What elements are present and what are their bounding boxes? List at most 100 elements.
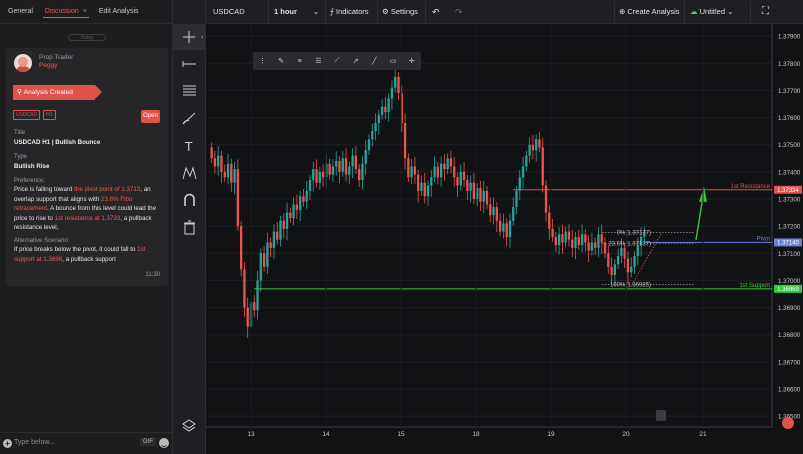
create-analysis-button[interactable]: ⊕ Create Analysis [619, 0, 679, 24]
level-label: 1st Resistance [731, 184, 771, 190]
drag-handle-icon[interactable]: ⋮ [258, 58, 266, 65]
candle-body [230, 163, 233, 183]
projection-arrow [695, 196, 704, 240]
emoji-icon[interactable] [159, 438, 169, 448]
candle-body [371, 131, 374, 140]
message-input[interactable]: Type below... [14, 439, 55, 446]
alternative-label: Alternative Scenario: [14, 238, 70, 244]
date-separator: Today [68, 34, 106, 41]
indicators-button[interactable]: ⨍ Indicators [330, 0, 369, 24]
candle-body [623, 247, 626, 259]
avatar[interactable] [14, 54, 32, 72]
type-value: Bullish Rise [14, 163, 50, 170]
open-button[interactable]: Open [141, 110, 160, 123]
trend-icon[interactable]: ⟋ [334, 57, 340, 64]
settings-button[interactable]: ⚙ Settings [382, 0, 418, 24]
banner-label: Analysis Created [23, 89, 73, 96]
title-value: USDCAD H1 | Bullish Bounce [14, 139, 101, 146]
candle-body [561, 234, 564, 243]
y-tick-label: 1.37800 [778, 61, 801, 68]
pen-icon[interactable]: ✎ [278, 58, 284, 65]
candle-body [348, 166, 351, 175]
fullscreen-icon[interactable]: ⛶ [762, 6, 769, 17]
user-name[interactable]: Peggy [39, 62, 58, 69]
candle-body [233, 169, 236, 183]
candle-body [551, 228, 554, 237]
magnet-icon[interactable] [173, 187, 206, 213]
price-tag-label: 1.37334 [777, 188, 799, 194]
candle-body [594, 242, 597, 248]
candle-body [262, 253, 266, 267]
chart-canvas[interactable]: 1.37900 1.37800 1.37700 1.37600 1.37500 1.374… [206, 24, 803, 454]
candle-body [472, 182, 476, 199]
crosshair-icon[interactable]: › [173, 24, 206, 50]
crosshair-icon[interactable]: ✛ [408, 58, 415, 65]
pattern-icon[interactable] [173, 160, 206, 186]
candle-body [220, 155, 223, 172]
fib-retracement-icon[interactable] [173, 78, 206, 104]
candle-body [557, 234, 561, 246]
y-tick-label: 1.37000 [778, 278, 801, 285]
line-tool-icon[interactable]: ╱ [372, 58, 377, 65]
candle-body [482, 190, 485, 202]
candle-body [413, 166, 417, 175]
candle-body [456, 177, 459, 186]
price-tag [774, 238, 802, 247]
tab-discussion[interactable]: Discussion × [42, 6, 89, 18]
candle-body [341, 158, 344, 172]
candle-body [338, 161, 341, 172]
candle-body [607, 253, 610, 267]
tab-edit-analysis[interactable]: Edit Analysis [98, 8, 139, 15]
candle-body [384, 106, 387, 113]
candle-body [525, 155, 528, 167]
redo-icon[interactable]: ↷ [455, 7, 463, 17]
fib-icon[interactable]: ☰ [315, 58, 322, 65]
add-attachment-icon[interactable]: + [3, 439, 12, 448]
candle-body [236, 169, 240, 227]
candle-body [512, 207, 515, 221]
candle-body [259, 253, 262, 281]
layout-selector[interactable]: ☁ Untitled ⌄ [690, 0, 733, 24]
chevron-down-icon[interactable]: ⌄ [313, 7, 320, 16]
close-icon[interactable]: × [82, 7, 87, 15]
y-tick-label: 1.36500 [778, 414, 801, 421]
trash-icon[interactable] [173, 214, 206, 240]
price-tag-label: 1.37140 [777, 241, 799, 247]
candle-body [403, 123, 407, 159]
candle-body [600, 234, 603, 243]
candle-body [364, 150, 367, 164]
undo-icon[interactable]: ↶ [432, 7, 440, 17]
lines-icon[interactable]: ≡ [297, 57, 302, 65]
pref-highlight-resistance: 1st resistance at 1.3733 [54, 214, 121, 222]
fib-trend-line [631, 232, 663, 285]
timeframe-selector[interactable]: 1 hour [274, 0, 297, 24]
symbol-selector[interactable]: USDCAD [213, 7, 245, 16]
candle-body [443, 163, 446, 170]
candle-body [548, 212, 551, 229]
post-time: 11:30 [145, 272, 160, 278]
candle-body [535, 139, 538, 151]
brush-icon[interactable] [173, 105, 206, 131]
price-chart[interactable]: 1.37900 1.37800 1.37700 1.37600 1.37500 1.374… [206, 24, 803, 454]
gif-button[interactable]: GIF [140, 438, 156, 446]
text-tool-icon[interactable]: T [173, 133, 206, 159]
ray-icon[interactable]: ↗ [352, 58, 359, 65]
horizontal-ray-icon[interactable] [173, 51, 206, 77]
candle-body [531, 144, 535, 151]
rectangle-icon[interactable]: ▭ [389, 58, 397, 65]
candle-body [597, 234, 600, 248]
tab-general[interactable]: General [8, 8, 33, 15]
candle-body [315, 169, 318, 183]
candle-body [256, 280, 259, 311]
layers-icon[interactable] [173, 412, 206, 438]
candle-body [603, 242, 607, 254]
y-tick-label: 1.37700 [778, 88, 801, 95]
timeframe-label: 1 hour [274, 7, 297, 16]
candle-body [282, 220, 285, 229]
candle-body [508, 220, 512, 237]
candle-body [407, 158, 410, 178]
chat-input-bar: + Type below... GIF [0, 432, 173, 454]
alternative-text: If price breaks below the pivot, it coul… [14, 245, 162, 264]
tab-discussion-label: Discussion [44, 7, 79, 15]
candle-body [285, 212, 289, 229]
